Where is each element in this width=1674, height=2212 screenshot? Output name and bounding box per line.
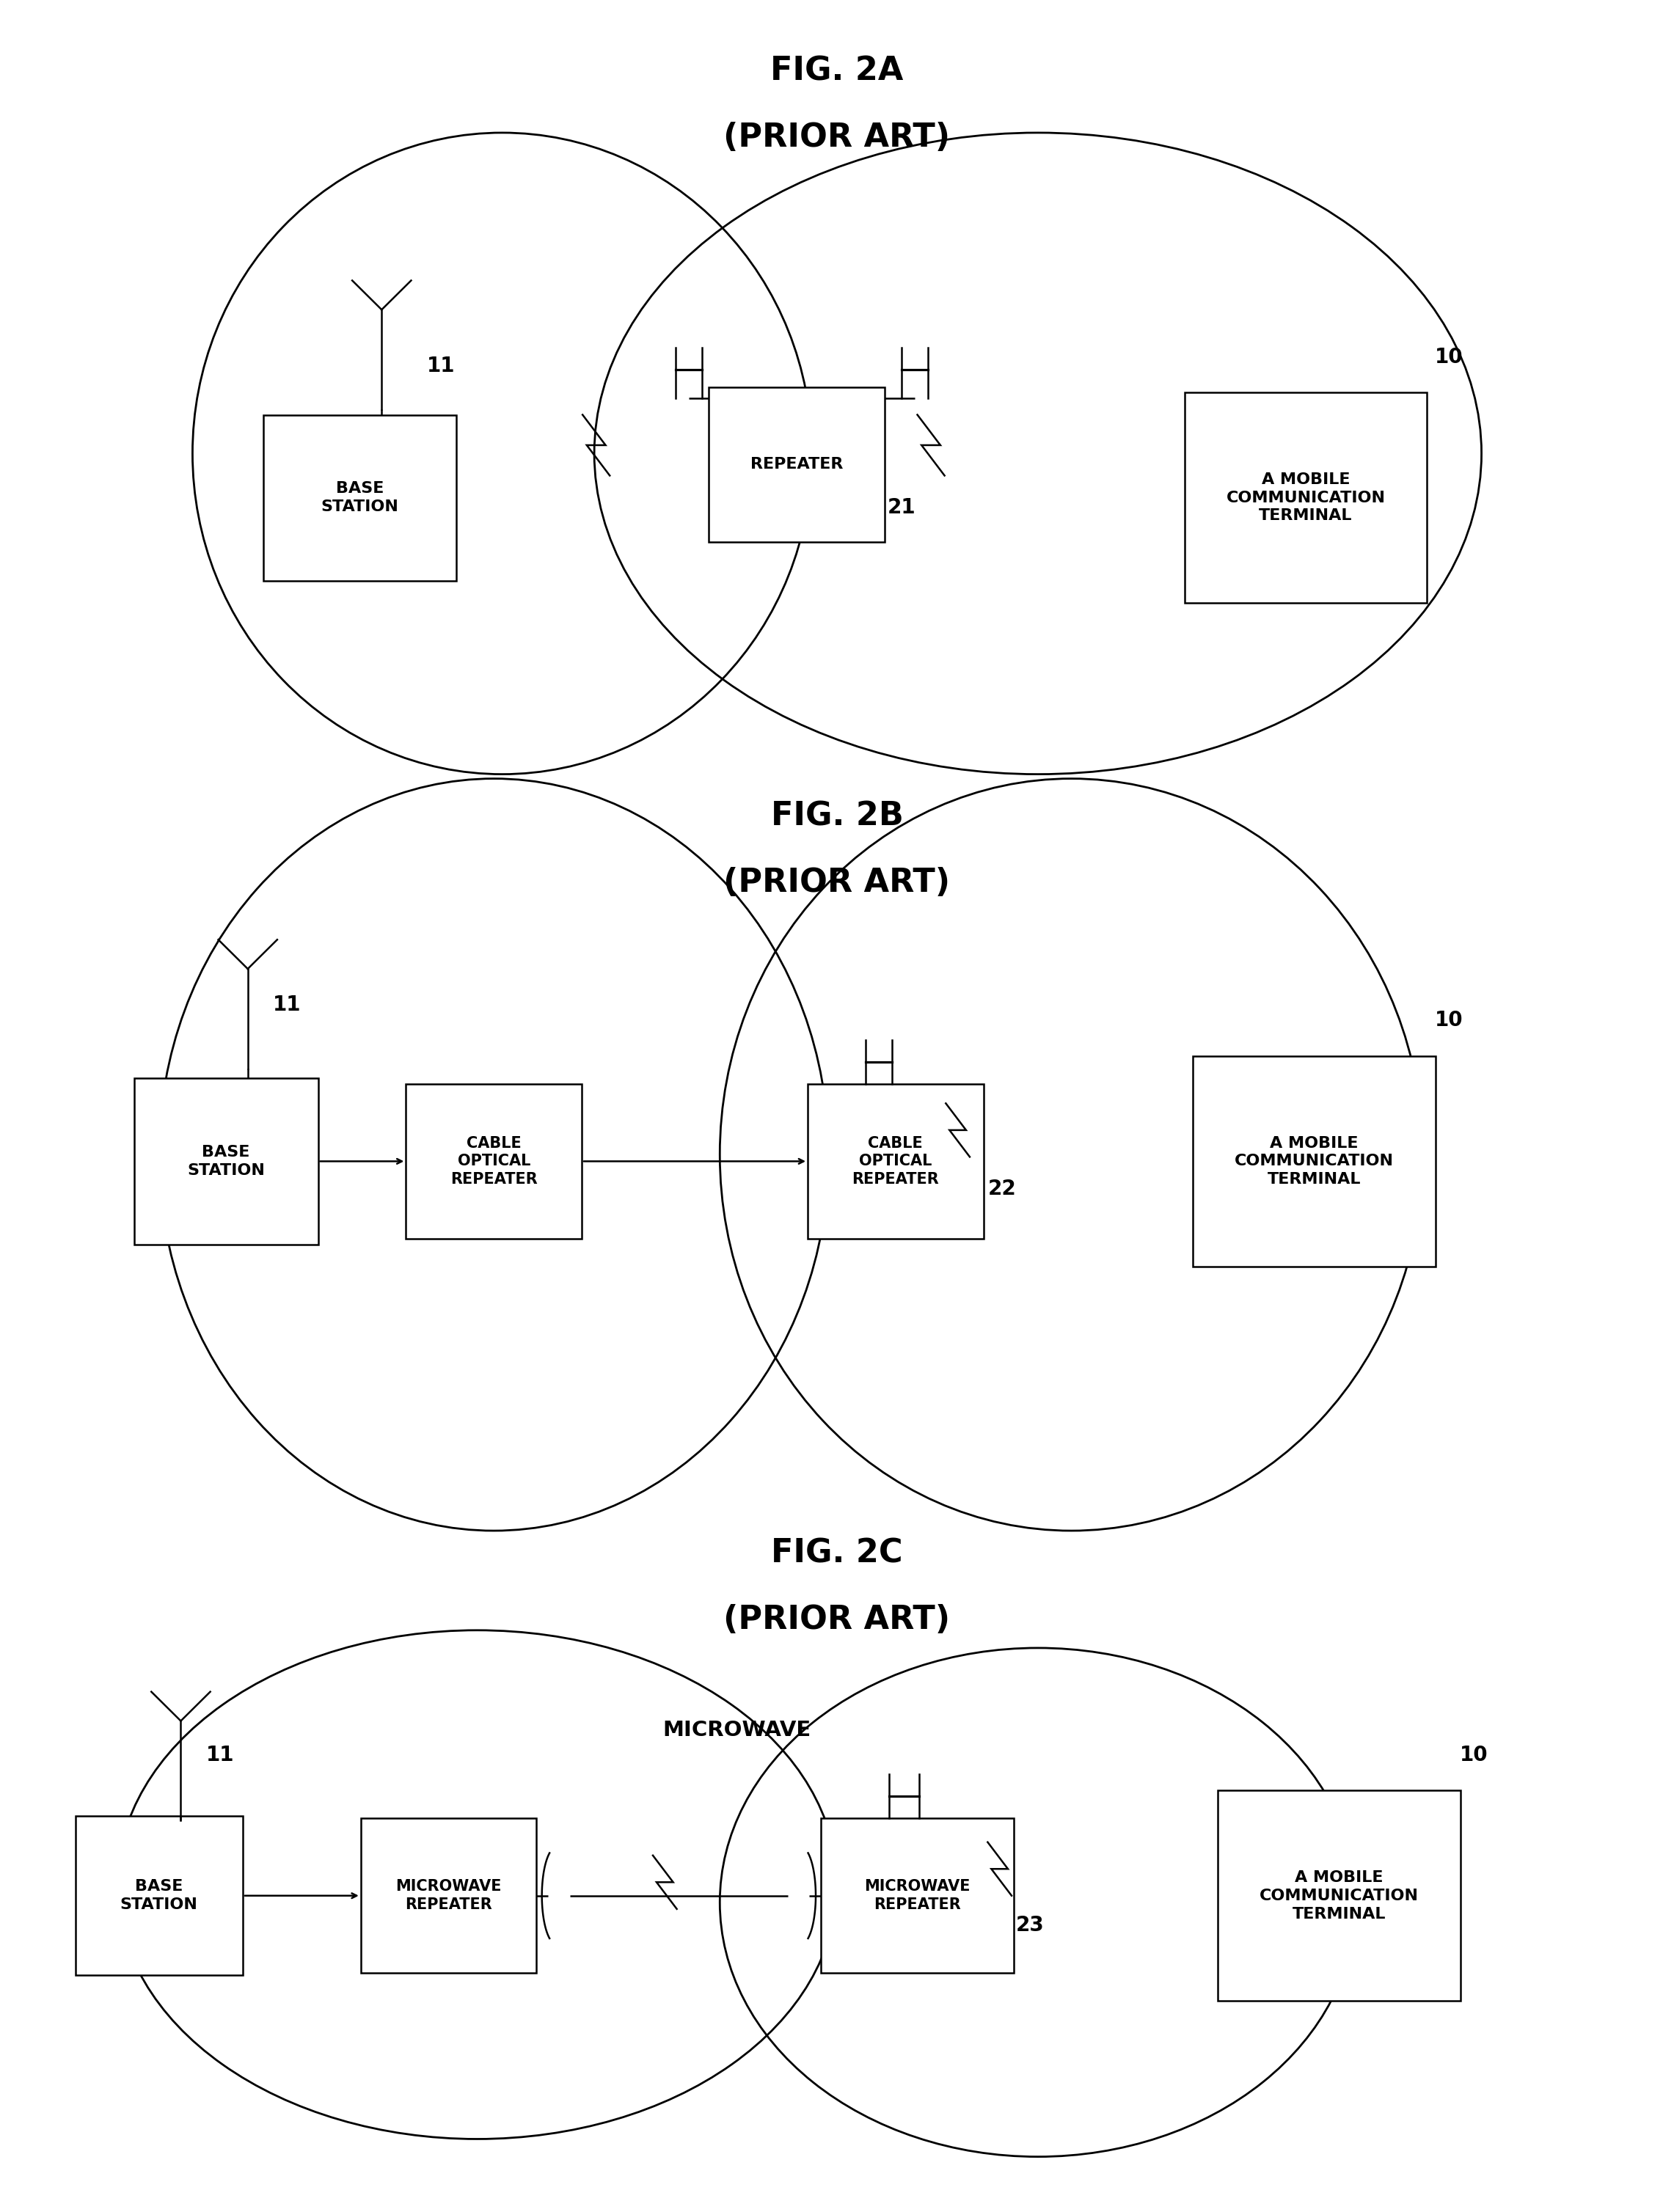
Text: 11: 11 xyxy=(427,356,455,376)
Text: REPEATER: REPEATER xyxy=(750,458,844,471)
Bar xyxy=(264,416,455,580)
Bar xyxy=(1185,394,1428,602)
Text: CABLE
OPTICAL
REPEATER: CABLE OPTICAL REPEATER xyxy=(852,1135,939,1188)
Bar xyxy=(1192,1057,1436,1265)
Text: MICROWAVE
REPEATER: MICROWAVE REPEATER xyxy=(395,1880,502,1911)
Bar xyxy=(405,1084,583,1239)
Text: (PRIOR ART): (PRIOR ART) xyxy=(723,867,951,898)
Text: (PRIOR ART): (PRIOR ART) xyxy=(723,1604,951,1635)
Text: 11: 11 xyxy=(206,1745,234,1765)
Text: (PRIOR ART): (PRIOR ART) xyxy=(723,122,951,153)
Text: A MOBILE
COMMUNICATION
TERMINAL: A MOBILE COMMUNICATION TERMINAL xyxy=(1225,471,1386,524)
Text: 10: 10 xyxy=(1435,1011,1463,1031)
Text: FIG. 2C: FIG. 2C xyxy=(772,1537,902,1568)
Text: CABLE
OPTICAL
REPEATER: CABLE OPTICAL REPEATER xyxy=(450,1135,537,1188)
Bar xyxy=(809,1084,984,1239)
Text: 11: 11 xyxy=(273,995,301,1015)
Text: FIG. 2A: FIG. 2A xyxy=(770,55,904,86)
Text: 10: 10 xyxy=(1435,347,1463,367)
Text: MICROWAVE: MICROWAVE xyxy=(663,1719,810,1741)
Text: 21: 21 xyxy=(887,498,916,518)
Text: 22: 22 xyxy=(988,1179,1016,1199)
Text: A MOBILE
COMMUNICATION
TERMINAL: A MOBILE COMMUNICATION TERMINAL xyxy=(1259,1869,1420,1922)
Bar xyxy=(75,1816,243,1975)
Bar xyxy=(362,1818,537,1973)
Bar xyxy=(1219,1792,1460,2000)
Text: BASE
STATION: BASE STATION xyxy=(321,482,398,513)
Bar xyxy=(134,1079,318,1243)
Text: MICROWAVE
REPEATER: MICROWAVE REPEATER xyxy=(864,1880,971,1911)
Text: FIG. 2B: FIG. 2B xyxy=(770,801,904,832)
Text: 10: 10 xyxy=(1460,1745,1488,1765)
Bar xyxy=(822,1818,1014,1973)
Text: BASE
STATION: BASE STATION xyxy=(187,1146,264,1177)
Text: A MOBILE
COMMUNICATION
TERMINAL: A MOBILE COMMUNICATION TERMINAL xyxy=(1234,1135,1394,1188)
Text: BASE
STATION: BASE STATION xyxy=(121,1880,198,1911)
Text: 23: 23 xyxy=(1016,1916,1045,1936)
Bar xyxy=(710,387,886,542)
